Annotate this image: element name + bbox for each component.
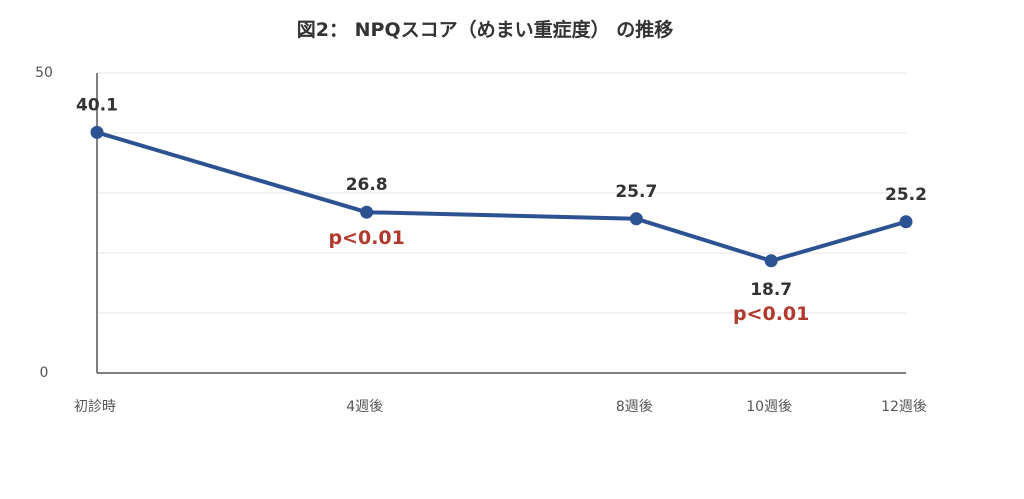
data-labels: 40.1 26.8 25.7 18.7 25.2 [76, 95, 927, 299]
data-point [90, 125, 104, 139]
data-point [629, 212, 643, 226]
annotations: p<0.01 p<0.01 [328, 227, 809, 325]
y-tick-label: 0 [40, 365, 49, 381]
data-point [899, 215, 913, 229]
data-label: 25.7 [615, 182, 657, 202]
x-tick-label: 10週後 [746, 399, 792, 415]
p-value-annotation: p<0.01 [328, 227, 404, 249]
y-tick-label: 50 [35, 65, 53, 81]
axes [96, 73, 906, 374]
data-label: 25.2 [885, 185, 927, 205]
series-layer [90, 125, 913, 268]
series-line [95, 130, 908, 263]
p-value-annotation: p<0.01 [733, 303, 809, 325]
data-label: 40.1 [76, 95, 118, 115]
gridlines [97, 72, 906, 314]
x-tick-label: 8週後 [616, 399, 653, 415]
x-tick-label: 12週後 [881, 399, 927, 415]
data-label: 18.7 [750, 280, 792, 300]
x-tick-label: 4週後 [346, 399, 383, 415]
data-point [764, 254, 778, 268]
x-axis-ticks: 初診時 4週後 8週後 10週後 12週後 [74, 398, 927, 415]
chart-title: 図2： NPQスコア（めまい重症度） の推移 [297, 18, 673, 41]
data-point [360, 205, 374, 219]
data-label: 26.8 [346, 175, 388, 195]
y-axis-ticks: 0 50 [35, 65, 53, 381]
x-tick-label: 初診時 [74, 398, 116, 415]
